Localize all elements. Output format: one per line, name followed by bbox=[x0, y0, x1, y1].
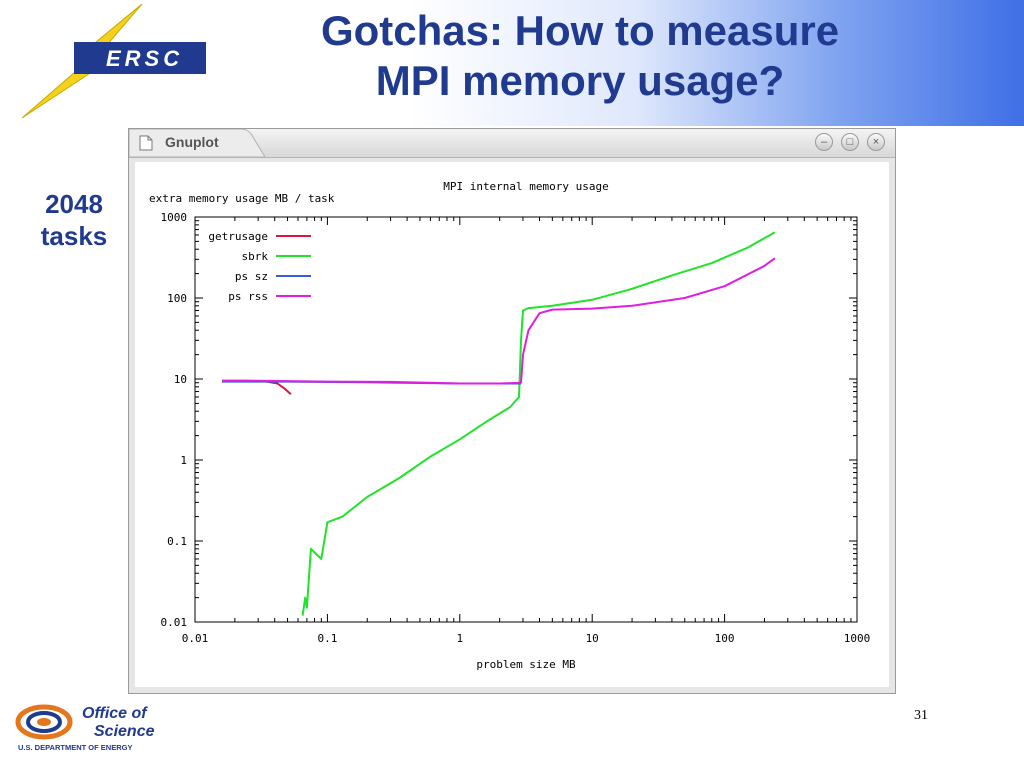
y-tick-label: 0.01 bbox=[161, 616, 188, 629]
series-line-sbrk bbox=[301, 231, 776, 616]
legend-label-sbrk: sbrk bbox=[242, 250, 269, 263]
series-line-ps-rss bbox=[222, 257, 776, 385]
task-count-unit: tasks bbox=[40, 221, 108, 251]
x-tick-label: 0.01 bbox=[182, 632, 209, 645]
task-count-number: 2048 bbox=[45, 189, 103, 219]
x-tick-label: 1000 bbox=[844, 632, 871, 645]
window-titlebar[interactable]: Gnuplot – □ × bbox=[129, 129, 895, 158]
y-tick-label: 0.1 bbox=[167, 535, 187, 548]
minimize-icon[interactable]: – bbox=[815, 133, 833, 151]
plot-area: 0.01 0.1 1 10 100 1000 0.01 0.1 1 10 100 1000 MPI in… bbox=[135, 162, 889, 687]
page-number: 31 bbox=[914, 708, 928, 723]
y-tick-label: 1 bbox=[180, 454, 187, 467]
office-line-2: Science bbox=[94, 723, 155, 740]
maximize-icon[interactable]: □ bbox=[841, 133, 859, 151]
office-of-science-logo: Office of Science U.S. DEPARTMENT OF ENE… bbox=[15, 704, 155, 752]
y-axis-label: extra memory usage MB / task bbox=[149, 192, 335, 205]
x-tick-label: 1 bbox=[456, 632, 463, 645]
window-tab bbox=[129, 129, 265, 157]
document-icon bbox=[139, 135, 153, 151]
x-tick-label: 0.1 bbox=[317, 632, 337, 645]
y-tick-label: 100 bbox=[167, 292, 187, 305]
title-line-1: Gotchas: How to measure bbox=[320, 7, 840, 54]
nersc-text: ERSC bbox=[106, 46, 183, 71]
title-line-2: MPI memory usage? bbox=[375, 57, 785, 104]
plot-frame bbox=[194, 216, 858, 623]
legend-label-ps-sz: ps sz bbox=[235, 270, 268, 283]
y-tick-label: 1000 bbox=[161, 211, 188, 224]
x-axis-label: problem size MB bbox=[476, 658, 576, 671]
window-title: Gnuplot bbox=[165, 134, 219, 150]
task-count-label: 2048 tasks bbox=[24, 188, 124, 252]
series-line-getrusage bbox=[222, 379, 292, 395]
y-tick-label: 10 bbox=[174, 373, 187, 386]
office-line-3: U.S. DEPARTMENT OF ENERGY bbox=[18, 743, 132, 752]
legend-label-ps-rss: ps rss bbox=[228, 290, 268, 303]
office-line-1: Office of bbox=[82, 705, 148, 722]
nersc-logo: ERSC bbox=[21, 4, 206, 119]
gnuplot-window[interactable]: Gnuplot – □ × 0.01 0.1 1 10 100 1000 0.01 0.1 1 1… bbox=[128, 128, 896, 694]
gnuplot-chart: 0.01 0.1 1 10 100 1000 0.01 0.1 1 10 100 1000 MPI in… bbox=[149, 180, 871, 671]
chart-title: MPI internal memory usage bbox=[443, 180, 609, 193]
doe-swirl-icon bbox=[15, 704, 73, 740]
x-tick-label: 10 bbox=[586, 632, 599, 645]
x-tick-label: 100 bbox=[715, 632, 735, 645]
slide-title: Gotchas: How to measure MPI memory usage… bbox=[230, 6, 930, 106]
close-icon[interactable]: × bbox=[867, 133, 885, 151]
legend-label-getrusage: getrusage bbox=[208, 230, 268, 243]
